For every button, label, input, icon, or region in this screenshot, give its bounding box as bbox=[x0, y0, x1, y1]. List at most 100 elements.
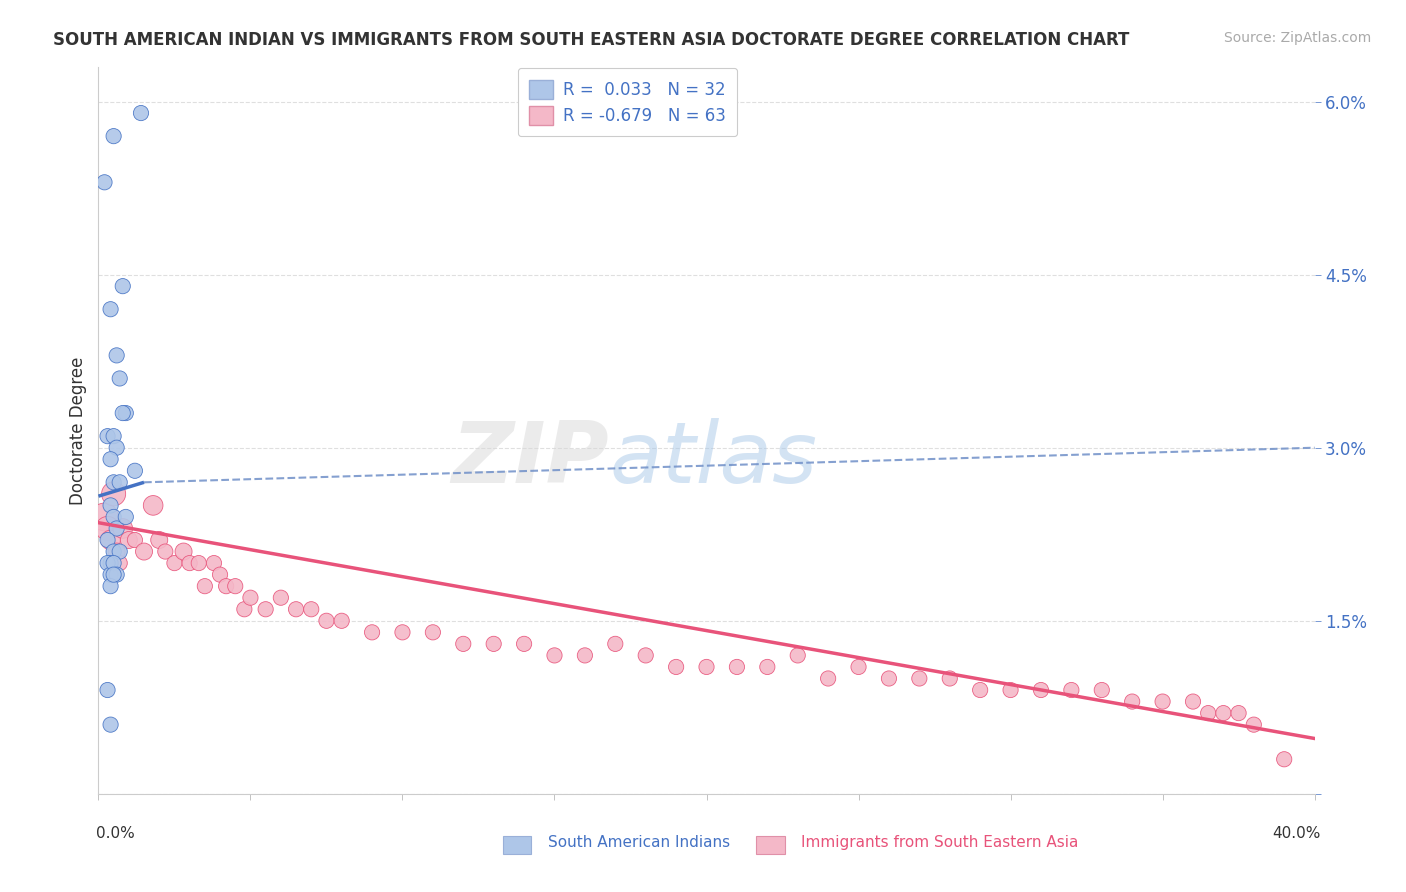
Point bbox=[1227, 706, 1250, 720]
Point bbox=[1091, 683, 1114, 698]
Point bbox=[361, 625, 384, 640]
Point bbox=[634, 648, 657, 663]
Point bbox=[105, 544, 128, 558]
Point bbox=[939, 672, 962, 686]
Point bbox=[202, 556, 225, 570]
Point bbox=[103, 567, 125, 582]
Point bbox=[155, 544, 177, 558]
Point bbox=[148, 533, 170, 547]
Point bbox=[224, 579, 246, 593]
Point bbox=[1152, 695, 1174, 709]
Text: 40.0%: 40.0% bbox=[1272, 826, 1320, 841]
Point bbox=[1212, 706, 1234, 720]
Point bbox=[100, 717, 122, 731]
Text: ZIP: ZIP bbox=[451, 418, 609, 501]
Point bbox=[786, 648, 808, 663]
Point bbox=[1243, 717, 1265, 731]
Point bbox=[105, 441, 128, 455]
Point bbox=[1121, 695, 1143, 709]
Point bbox=[105, 348, 128, 362]
Point bbox=[1000, 683, 1022, 698]
Point bbox=[93, 510, 115, 524]
Point bbox=[696, 660, 718, 674]
Point bbox=[173, 544, 195, 558]
Point bbox=[100, 579, 122, 593]
Point bbox=[1182, 695, 1205, 709]
Point bbox=[103, 429, 125, 443]
Point bbox=[877, 672, 900, 686]
Point bbox=[96, 683, 118, 698]
Point bbox=[142, 499, 165, 513]
Point bbox=[254, 602, 277, 616]
Point bbox=[194, 579, 217, 593]
Point bbox=[215, 579, 238, 593]
Point bbox=[100, 302, 122, 317]
Point bbox=[163, 556, 186, 570]
Point bbox=[124, 464, 146, 478]
Point bbox=[103, 475, 125, 490]
Point bbox=[1029, 683, 1052, 698]
Point bbox=[209, 567, 232, 582]
Point bbox=[969, 683, 991, 698]
Point bbox=[105, 521, 128, 535]
Point bbox=[665, 660, 688, 674]
Point bbox=[111, 406, 134, 420]
Point bbox=[1060, 683, 1083, 698]
Point bbox=[103, 510, 125, 524]
Point bbox=[100, 452, 122, 467]
Point bbox=[848, 660, 870, 674]
Point bbox=[96, 533, 118, 547]
Point bbox=[422, 625, 444, 640]
Point bbox=[187, 556, 209, 570]
Point bbox=[285, 602, 308, 616]
Point bbox=[114, 510, 136, 524]
Point bbox=[100, 533, 122, 547]
Point bbox=[93, 175, 115, 189]
Point bbox=[132, 544, 155, 558]
Text: atlas: atlas bbox=[609, 418, 817, 501]
Point bbox=[179, 556, 201, 570]
Point bbox=[108, 371, 131, 385]
Text: Immigrants from South Eastern Asia: Immigrants from South Eastern Asia bbox=[801, 836, 1078, 850]
Point bbox=[543, 648, 565, 663]
Text: 0.0%: 0.0% bbox=[96, 826, 135, 841]
Point bbox=[103, 544, 125, 558]
Text: South American Indians: South American Indians bbox=[548, 836, 731, 850]
Point bbox=[100, 499, 122, 513]
Point bbox=[299, 602, 322, 616]
Point bbox=[1272, 752, 1295, 766]
Point bbox=[270, 591, 292, 605]
Point bbox=[513, 637, 536, 651]
Text: Source: ZipAtlas.com: Source: ZipAtlas.com bbox=[1223, 31, 1371, 45]
Text: SOUTH AMERICAN INDIAN VS IMMIGRANTS FROM SOUTH EASTERN ASIA DOCTORATE DEGREE COR: SOUTH AMERICAN INDIAN VS IMMIGRANTS FROM… bbox=[53, 31, 1130, 49]
Point bbox=[118, 533, 141, 547]
Point bbox=[100, 556, 122, 570]
Point bbox=[96, 556, 118, 570]
Point bbox=[103, 487, 125, 501]
Point bbox=[756, 660, 779, 674]
Point bbox=[233, 602, 256, 616]
Point bbox=[725, 660, 748, 674]
Point bbox=[1197, 706, 1219, 720]
Legend: R =  0.033   N = 32, R = -0.679   N = 63: R = 0.033 N = 32, R = -0.679 N = 63 bbox=[517, 68, 737, 136]
Point bbox=[239, 591, 262, 605]
Point bbox=[330, 614, 353, 628]
Point bbox=[111, 521, 134, 535]
Point bbox=[103, 129, 125, 144]
Point bbox=[105, 567, 128, 582]
Point bbox=[96, 521, 118, 535]
Point bbox=[124, 533, 146, 547]
Point bbox=[453, 637, 475, 651]
Point bbox=[114, 406, 136, 420]
Point bbox=[391, 625, 413, 640]
Point bbox=[108, 475, 131, 490]
Point bbox=[103, 556, 125, 570]
Point bbox=[574, 648, 596, 663]
Y-axis label: Doctorate Degree: Doctorate Degree bbox=[69, 356, 87, 505]
Point bbox=[908, 672, 931, 686]
Point bbox=[96, 429, 118, 443]
Point bbox=[605, 637, 627, 651]
Point bbox=[129, 106, 152, 120]
Point bbox=[315, 614, 337, 628]
Point bbox=[817, 672, 839, 686]
